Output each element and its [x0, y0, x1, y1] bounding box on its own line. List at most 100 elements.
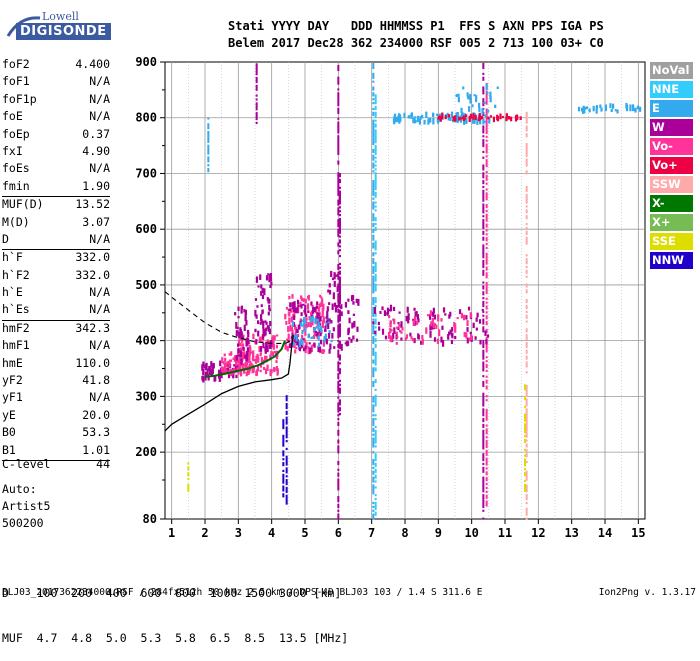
x-tick-label: 4 — [268, 526, 275, 540]
echo-column-dot — [525, 394, 528, 397]
echo-column-dot — [482, 505, 485, 508]
echo-column-dot — [374, 98, 377, 101]
echo-column-dot — [485, 272, 488, 275]
echo-column-dot — [525, 509, 528, 512]
echo-dot — [297, 324, 300, 330]
echo-column-dot — [485, 336, 488, 339]
echo-column-dot — [372, 269, 375, 272]
echo-dot — [310, 345, 313, 353]
echo-dot — [232, 357, 235, 360]
echo-dot — [429, 331, 432, 338]
echo-column-dot — [374, 414, 377, 417]
echo-dot — [223, 353, 226, 357]
echo-column-dot — [337, 222, 340, 226]
echo-column-dot — [285, 502, 288, 505]
echo-dot — [318, 323, 322, 326]
echo-column-dot — [337, 144, 340, 148]
echo-column-dot — [374, 275, 377, 278]
echo-dot — [393, 318, 396, 325]
echo-column-dot — [337, 150, 340, 153]
echo-column-dot — [255, 69, 258, 72]
echo-column-dot — [482, 398, 485, 401]
param-name: B1 — [2, 442, 16, 457]
echo-column-dot — [337, 92, 340, 95]
legend-item-ssw: SSW — [650, 176, 693, 193]
echo-column-dot — [372, 86, 375, 89]
echo-column-dot — [525, 193, 528, 196]
echo-column-dot — [482, 302, 485, 306]
echo-dot — [475, 97, 478, 103]
echo-column-dot — [339, 413, 341, 416]
echo-column-dot — [372, 312, 375, 315]
echo-column-dot — [374, 115, 377, 118]
echo-dot — [328, 283, 331, 288]
echo-column-dot — [187, 485, 190, 488]
echo-dot — [270, 350, 273, 355]
echo-column-dot — [482, 219, 485, 222]
echo-column-dot — [339, 333, 341, 336]
echo-column-dot — [372, 476, 375, 479]
echo-dot — [269, 354, 272, 361]
echo-column-dot — [337, 76, 340, 79]
echo-column-dot — [482, 351, 485, 354]
echo-dot — [304, 323, 307, 328]
echo-column-dot — [485, 424, 488, 427]
echo-dot — [501, 115, 504, 119]
echo-column-dot — [337, 472, 340, 475]
echo-column-dot — [187, 489, 190, 492]
echo-column-dot — [482, 494, 485, 497]
echo-column-dot — [337, 353, 340, 356]
echo-column-dot — [372, 361, 375, 364]
echo-column-dot — [485, 149, 488, 152]
echo-column-dot — [207, 138, 210, 142]
echo-column-dot — [255, 76, 258, 80]
echo-column-dot — [372, 423, 375, 427]
echo-dot — [421, 338, 424, 345]
echo-dot — [460, 111, 464, 119]
echo-dot — [236, 367, 239, 370]
echo-column-dot — [525, 261, 528, 265]
echo-column-dot — [485, 122, 488, 125]
echo-dot — [352, 335, 355, 340]
echo-column-dot — [372, 203, 375, 206]
echo-dot — [329, 343, 332, 350]
echo-column-dot — [524, 415, 526, 418]
echo-column-dot — [525, 314, 528, 317]
echo-column-dot — [374, 261, 377, 265]
echo-column-dot — [525, 142, 528, 146]
echo-dot — [266, 339, 269, 344]
echo-column-dot — [374, 150, 377, 153]
echo-column-dot — [207, 123, 210, 126]
echo-column-dot — [485, 307, 488, 310]
echo-column-dot — [525, 230, 528, 233]
echo-column-dot — [485, 346, 488, 349]
param-separator — [2, 196, 110, 198]
echo-dot — [315, 305, 319, 309]
echo-column-dot — [525, 439, 528, 442]
echo-column-dot — [524, 413, 526, 416]
echo-column-dot — [374, 480, 377, 483]
echo-dot — [474, 336, 477, 340]
echo-column-dot — [485, 416, 488, 419]
echo-column-dot — [337, 213, 340, 216]
c-level-label: C-level — [2, 457, 51, 471]
echo-column-dot — [372, 74, 375, 77]
echo-column-dot — [482, 265, 485, 269]
echo-column-dot — [525, 236, 528, 239]
echo-column-dot — [372, 310, 375, 313]
echo-column-dot — [374, 476, 377, 479]
echo-column-dot — [524, 396, 526, 399]
echo-column-dot — [282, 495, 285, 498]
echo-column-dot — [525, 125, 528, 128]
echo-column-dot — [485, 219, 488, 222]
echo-column-dot — [524, 425, 526, 428]
echo-column-dot — [372, 236, 375, 239]
echo-dot — [244, 354, 247, 359]
echo-column-dot — [374, 511, 377, 514]
echo-column-dot — [524, 388, 526, 391]
echo-column-dot — [482, 433, 485, 436]
echo-dot — [237, 340, 241, 346]
echo-dot — [344, 301, 348, 308]
echo-dot — [245, 320, 248, 326]
echo-column-dot — [337, 408, 340, 411]
